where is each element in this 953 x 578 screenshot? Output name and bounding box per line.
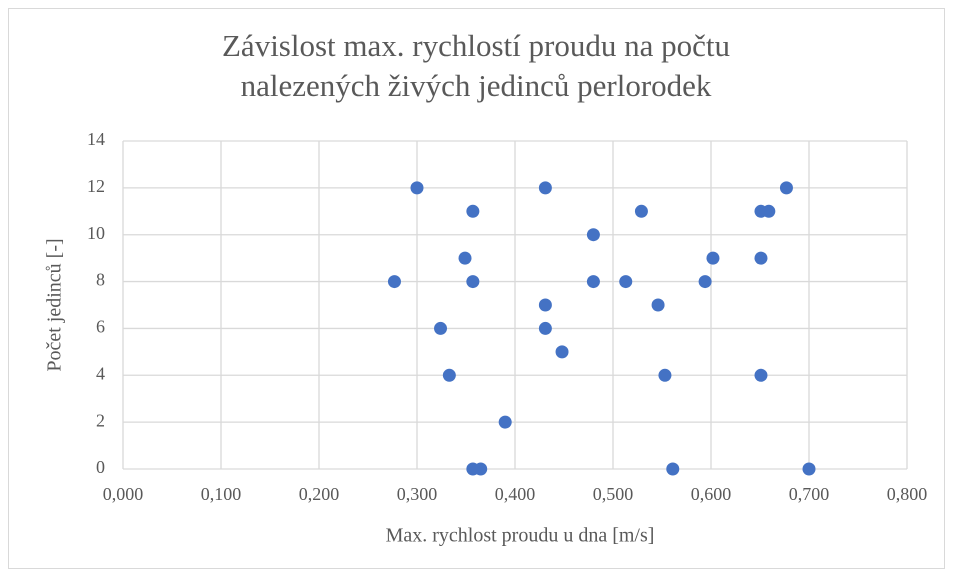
y-tick-label: 0 <box>96 457 105 477</box>
data-point <box>442 368 456 382</box>
data-point <box>458 251 472 265</box>
data-point <box>466 204 480 218</box>
y-tick-label: 2 <box>96 410 105 430</box>
x-tick-label: 0,100 <box>201 484 242 504</box>
y-tick-label: 12 <box>87 176 105 196</box>
y-tick-label: 14 <box>87 129 105 149</box>
x-tick-label: 0,800 <box>887 484 928 504</box>
data-point <box>586 228 600 242</box>
data-point <box>658 368 672 382</box>
data-point <box>666 462 680 476</box>
data-point <box>619 275 633 289</box>
data-point <box>387 275 401 289</box>
x-tick-label: 0,000 <box>103 484 144 504</box>
data-point <box>474 462 488 476</box>
data-point <box>802 462 816 476</box>
chart-frame <box>8 8 945 569</box>
data-point <box>538 321 552 335</box>
y-tick-label: 6 <box>96 317 105 337</box>
data-point <box>754 251 768 265</box>
data-point <box>706 251 720 265</box>
data-point <box>498 415 512 429</box>
x-tick-label: 0,400 <box>495 484 536 504</box>
chart-title: Závislost max. rychlostí proudu na počtu… <box>222 28 730 103</box>
y-axis-label: Počet jedinců [-] <box>44 238 66 371</box>
data-point <box>698 275 712 289</box>
data-point <box>779 181 793 195</box>
y-tick-label: 10 <box>87 223 105 243</box>
data-point <box>410 181 424 195</box>
x-axis-label: Max. rychlost proudu u dna [m/s] <box>386 525 655 547</box>
data-point <box>538 181 552 195</box>
data-point <box>586 275 600 289</box>
y-tick-label: 4 <box>96 363 105 383</box>
data-point <box>538 298 552 312</box>
x-tick-label: 0,200 <box>299 484 340 504</box>
data-point <box>434 321 448 335</box>
x-tick-label: 0,300 <box>397 484 438 504</box>
data-point <box>651 298 665 312</box>
x-tick-label: 0,500 <box>593 484 634 504</box>
data-point <box>762 204 776 218</box>
x-tick-label: 0,700 <box>789 484 830 504</box>
data-point <box>555 345 569 359</box>
data-point <box>634 204 648 218</box>
y-tick-label: 8 <box>96 270 105 290</box>
x-tick-label: 0,600 <box>691 484 732 504</box>
data-point <box>466 275 480 289</box>
data-point <box>754 368 768 382</box>
